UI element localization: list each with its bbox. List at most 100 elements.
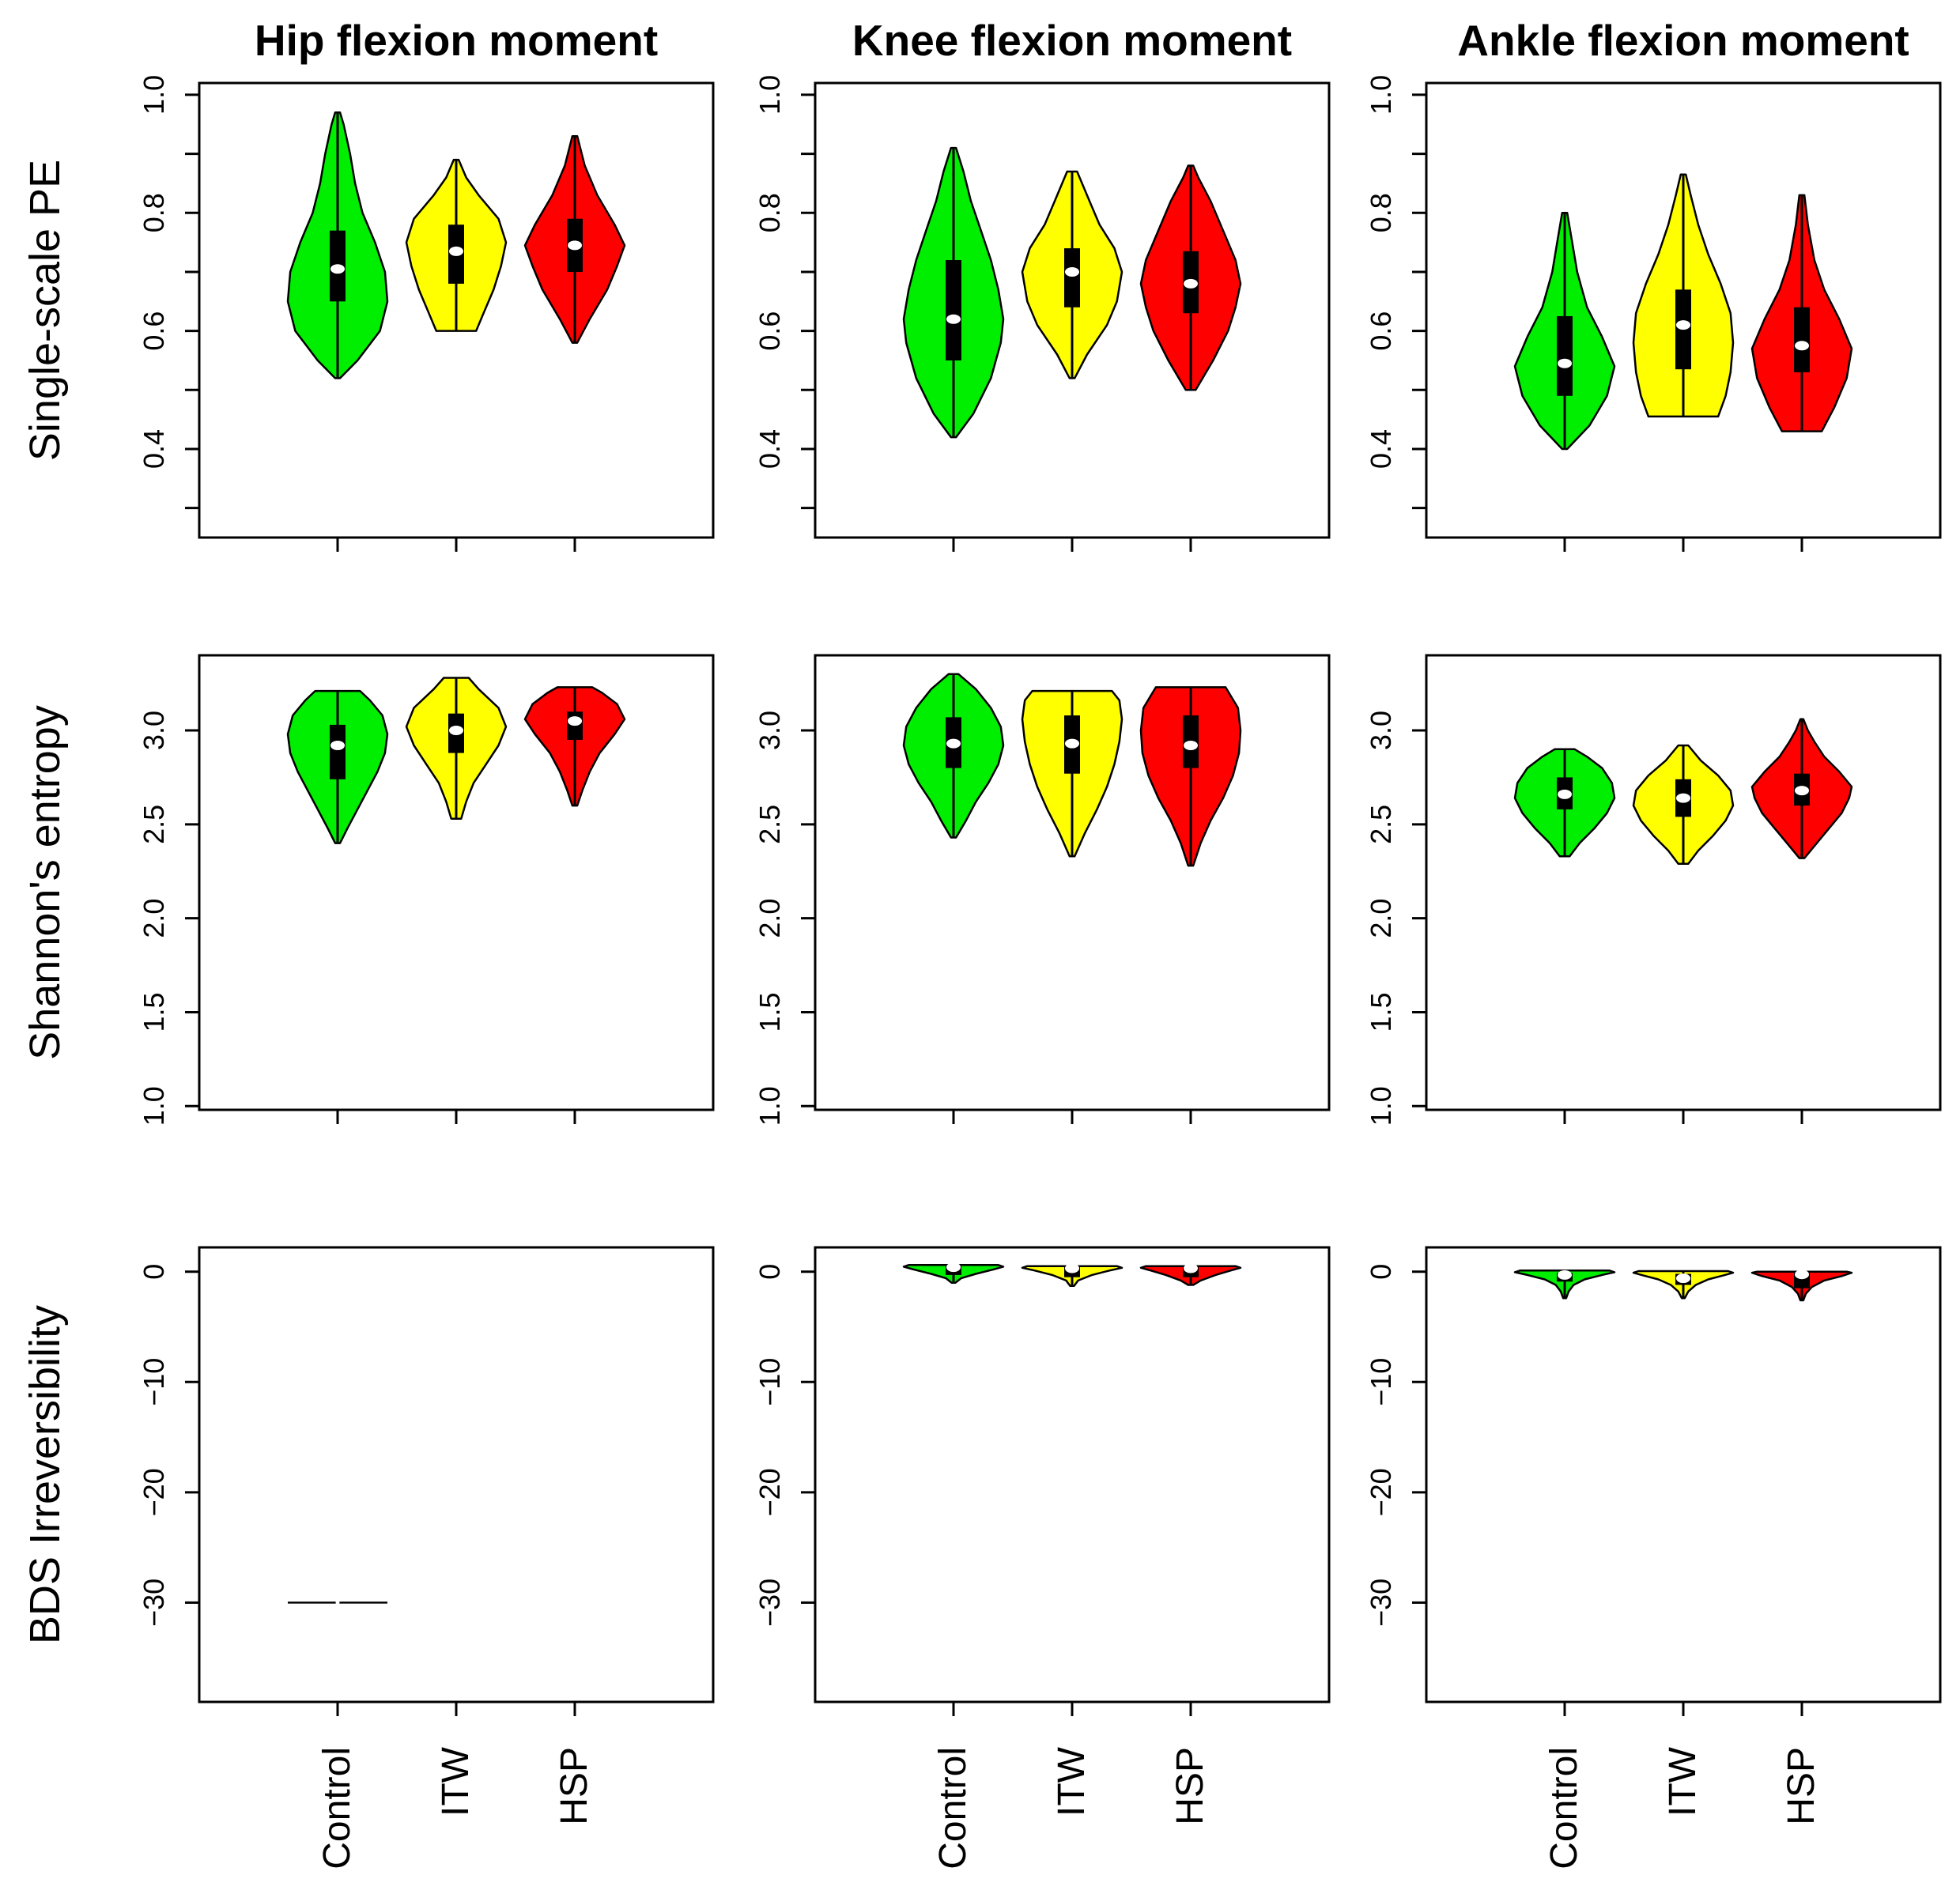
- y-tick-label: 3.0: [753, 711, 786, 750]
- y-tick-label: 1.5: [753, 992, 786, 1032]
- y-tick-label: −10: [138, 1358, 170, 1406]
- y-tick-label: 2.0: [1365, 899, 1397, 938]
- column-title-1: Hip flexion moment: [255, 16, 658, 65]
- y-tick-label: −20: [138, 1468, 170, 1516]
- y-tick-label: 0.4: [753, 429, 786, 469]
- violin-itw: [1021, 689, 1124, 858]
- median-marker-control: [330, 264, 345, 274]
- violin-itw: [1021, 1263, 1124, 1288]
- x-group-label-hsp: HSP: [553, 1747, 595, 1825]
- panel-frame: [1425, 1246, 1942, 1703]
- violin-itw: [1632, 173, 1735, 418]
- column-title-3: Ankle flexion moment: [1457, 16, 1909, 65]
- y-tick-label: −10: [1365, 1358, 1397, 1406]
- row-label-1: Single-scale PE: [21, 160, 69, 461]
- panel-pe-knee: 0.4 0.6 0.8 1.0: [753, 75, 1331, 552]
- y-tick-label: 2.5: [138, 805, 170, 844]
- column-title-2: Knee flexion moment: [852, 16, 1292, 65]
- median-marker-hsp: [568, 240, 582, 251]
- y-tick-label: 1.0: [753, 75, 786, 115]
- y-tick-label: −10: [753, 1358, 786, 1406]
- median-marker-itw: [1676, 1273, 1690, 1284]
- y-tick-label: 0.4: [1365, 429, 1397, 469]
- violin-control: [1513, 212, 1616, 451]
- median-marker-hsp: [1184, 741, 1198, 751]
- violin-itw: [1021, 170, 1124, 379]
- median-marker-control: [946, 1262, 961, 1273]
- y-tick-label: 0: [753, 1264, 786, 1280]
- y-tick-label: 2.5: [753, 805, 786, 844]
- panel-se-hip: 1.0 1.5 2.0 2.5 3.0: [138, 654, 715, 1126]
- violin-hsp: [1139, 164, 1242, 391]
- violin-control: [286, 689, 389, 844]
- x-group-label-itw: ITW: [435, 1746, 477, 1817]
- y-tick-label: 1.0: [1365, 75, 1397, 115]
- violin-itw: [1632, 1270, 1735, 1300]
- y-tick-label: 1.5: [138, 992, 170, 1032]
- panel-frame: [1425, 654, 1942, 1111]
- y-tick-label: 0.6: [1365, 311, 1397, 351]
- y-tick-label: 3.0: [1365, 711, 1397, 750]
- panel-pe-ankle: 0.4 0.6 0.8 1.0: [1365, 75, 1942, 552]
- median-marker-hsp: [1184, 278, 1198, 289]
- y-tick-label: 0: [1365, 1264, 1397, 1280]
- x-group-label-control: Control: [932, 1747, 974, 1869]
- y-tick-label: 2.0: [138, 899, 170, 938]
- y-tick-label: −30: [1365, 1579, 1397, 1627]
- y-tick-label: 0.8: [753, 193, 786, 232]
- row-label-3: BDS Irreversibility: [21, 1305, 69, 1644]
- panel-bds-knee: −30 −20 −10 0: [753, 1246, 1331, 1716]
- median-marker-hsp: [1795, 1270, 1809, 1280]
- y-tick-label: 2.5: [1365, 805, 1397, 844]
- y-tick-label: 0.8: [1365, 193, 1397, 232]
- violin-hsp: [1139, 1263, 1242, 1286]
- median-marker-itw: [449, 246, 463, 256]
- median-marker-control: [946, 738, 961, 749]
- panel-se-knee: 1.0 1.5 2.0 2.5 3.0: [753, 654, 1331, 1126]
- y-tick-label: 0.6: [138, 311, 170, 351]
- violin-hsp: [523, 134, 626, 344]
- median-marker-hsp: [1184, 1263, 1198, 1273]
- iqr-box-hsp: [1794, 307, 1810, 372]
- median-marker-itw: [1676, 320, 1690, 330]
- x-group-label-hsp: HSP: [1169, 1747, 1211, 1825]
- panel-bds-hip: −30 −20 −10 0: [138, 1246, 715, 1716]
- violin-control: [286, 111, 389, 379]
- violin-control: [288, 1600, 387, 1605]
- violin-control: [902, 1262, 1005, 1284]
- y-tick-label: 1.0: [753, 1086, 786, 1126]
- y-tick-label: −20: [753, 1468, 786, 1516]
- violin-hsp: [1139, 686, 1242, 867]
- iqr-box-control: [1557, 315, 1573, 396]
- median-marker-hsp: [568, 716, 582, 726]
- panel-frame: [198, 1246, 715, 1703]
- y-tick-label: 0: [138, 1264, 170, 1280]
- iqr-box-itw: [1064, 248, 1080, 307]
- violin-control: [1513, 1270, 1616, 1300]
- y-tick-label: 1.5: [1365, 992, 1397, 1032]
- median-marker-itw: [1065, 1263, 1079, 1273]
- violin-control: [902, 146, 1005, 439]
- median-marker-hsp: [1795, 341, 1809, 351]
- median-marker-control: [1558, 1270, 1572, 1280]
- y-tick-label: −30: [753, 1579, 786, 1627]
- median-marker-control: [1558, 358, 1572, 368]
- violin-itw: [405, 158, 508, 332]
- median-marker-control: [335, 1600, 340, 1605]
- median-marker-hsp: [1795, 786, 1809, 796]
- y-tick-label: 0.8: [138, 193, 170, 232]
- x-group-label-control: Control: [316, 1747, 358, 1869]
- violin-itw: [1632, 744, 1735, 865]
- panel-pe-hip: 0.4 0.6 0.8 1.0: [138, 75, 715, 552]
- y-tick-label: 1.0: [1365, 1086, 1397, 1126]
- panel-frame: [814, 1246, 1331, 1703]
- violin-hsp: [1750, 718, 1853, 859]
- y-tick-label: 3.0: [138, 711, 170, 750]
- y-tick-label: −20: [1365, 1468, 1397, 1516]
- median-marker-control: [1558, 789, 1572, 799]
- y-tick-label: −30: [138, 1579, 170, 1627]
- x-group-label-itw: ITW: [1051, 1746, 1093, 1817]
- panel-bds-ankle: −30 −20 −10 0: [1365, 1246, 1942, 1716]
- median-marker-itw: [1065, 266, 1079, 277]
